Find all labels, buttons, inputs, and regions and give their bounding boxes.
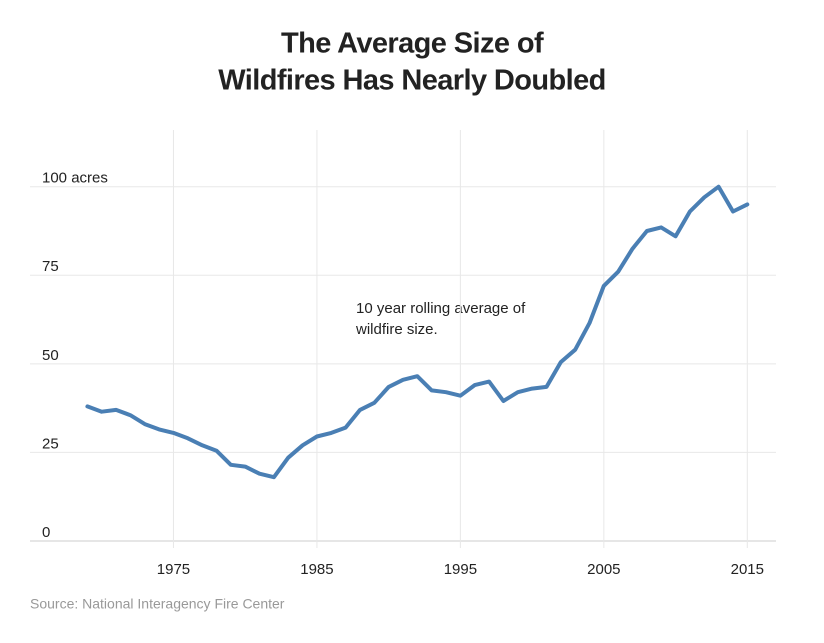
annotation: 10 year rolling average of: [356, 300, 526, 317]
y-tick-label: 0: [42, 524, 50, 541]
y-tick-label: 75: [42, 258, 59, 275]
chart-title: The Average Size of: [281, 28, 544, 60]
source: Source: National Interagency Fire Center: [30, 596, 285, 612]
x-tick-label: 2015: [731, 561, 764, 578]
data-line: [85, 184, 750, 480]
y-tick-label: 25: [42, 435, 59, 452]
x-tick-label: 1995: [444, 561, 477, 578]
x-tick-label: 2005: [587, 561, 620, 578]
x-tick-label: 1975: [157, 561, 190, 578]
y-tick-label: 50: [42, 347, 59, 364]
y-tick-label: 100 acres: [42, 170, 108, 187]
chart-title: Wildfires Has Nearly Doubled: [218, 65, 605, 97]
x-tick-label: 1985: [300, 561, 333, 578]
annotation: wildfire size.: [355, 321, 438, 338]
